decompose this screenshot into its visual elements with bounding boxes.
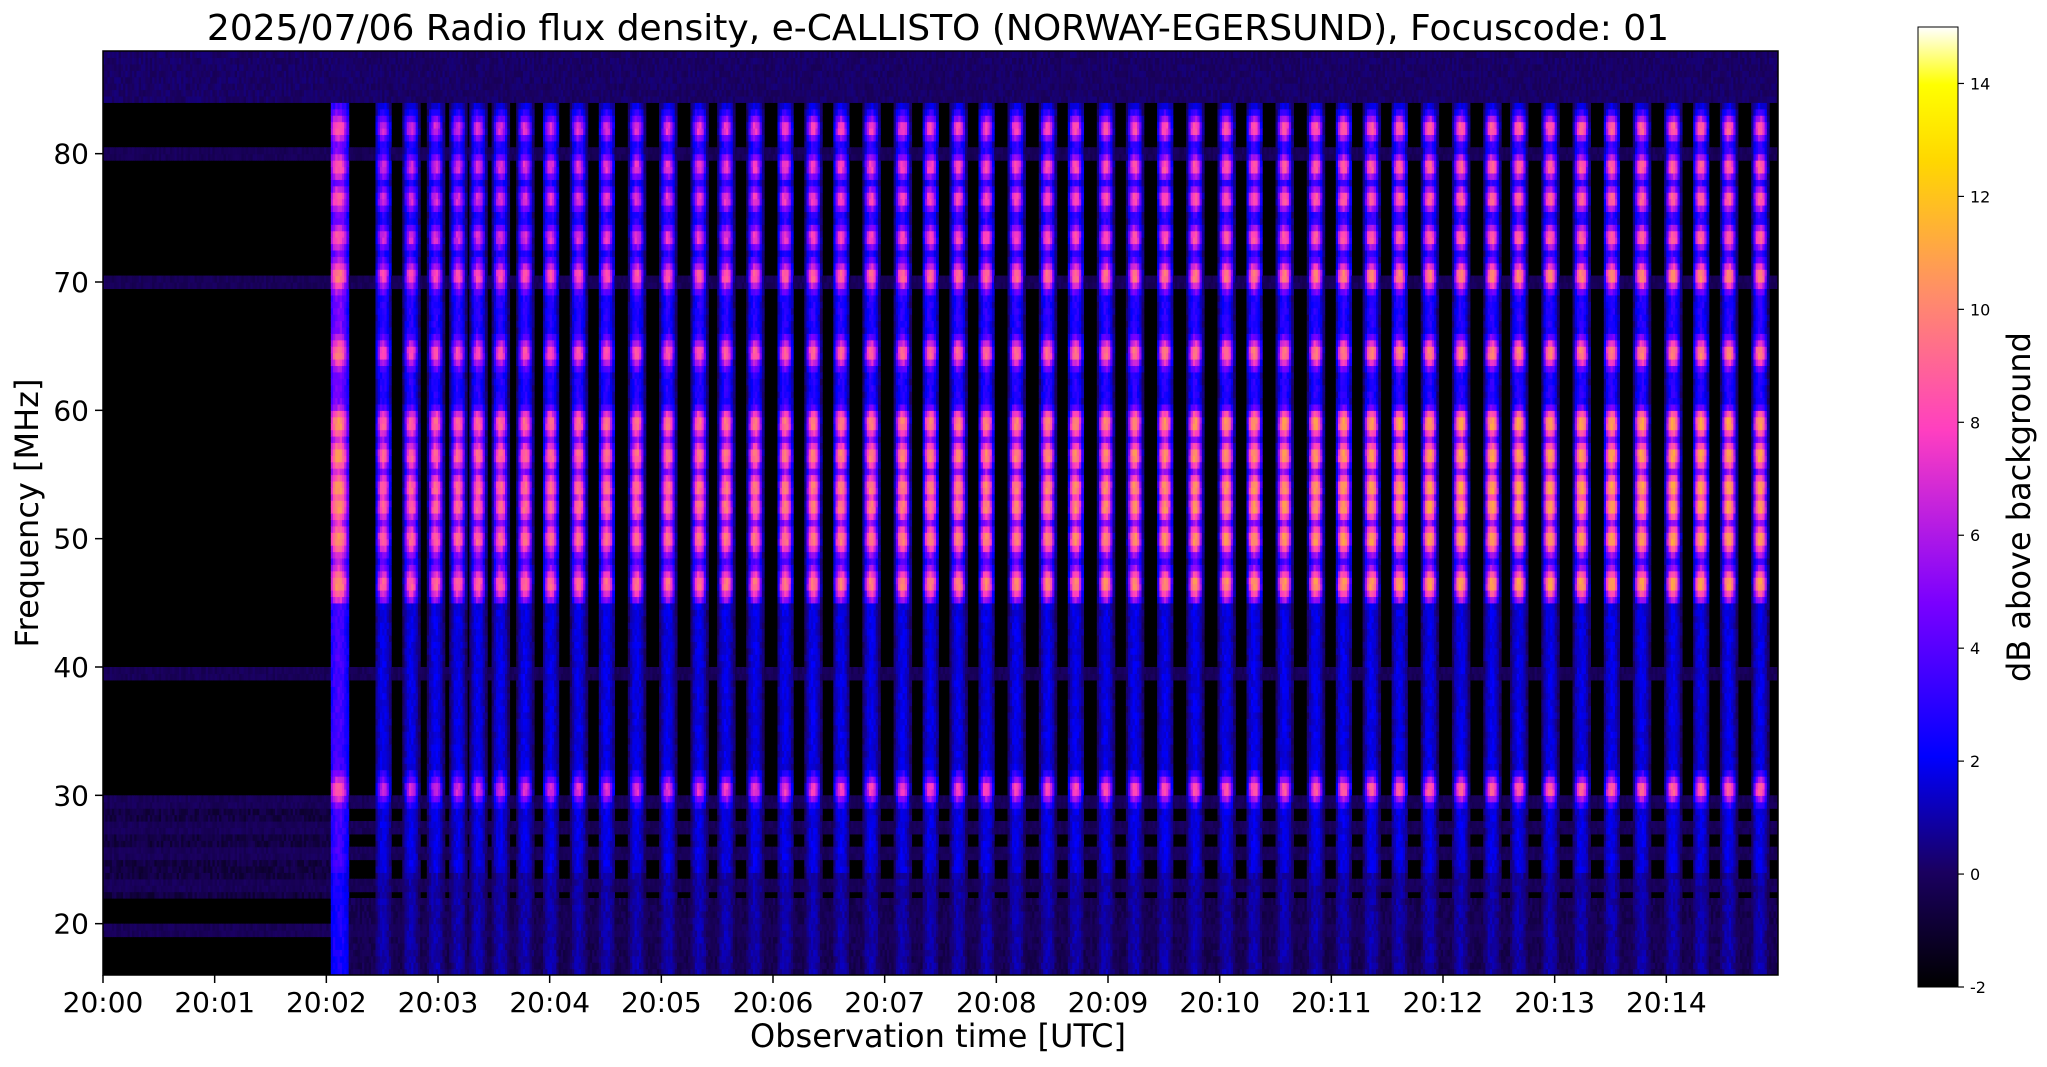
chart-title: 2025/07/06 Radio flux density, e-CALLIST… [207,8,1669,49]
spectrogram-plot [103,51,1781,976]
